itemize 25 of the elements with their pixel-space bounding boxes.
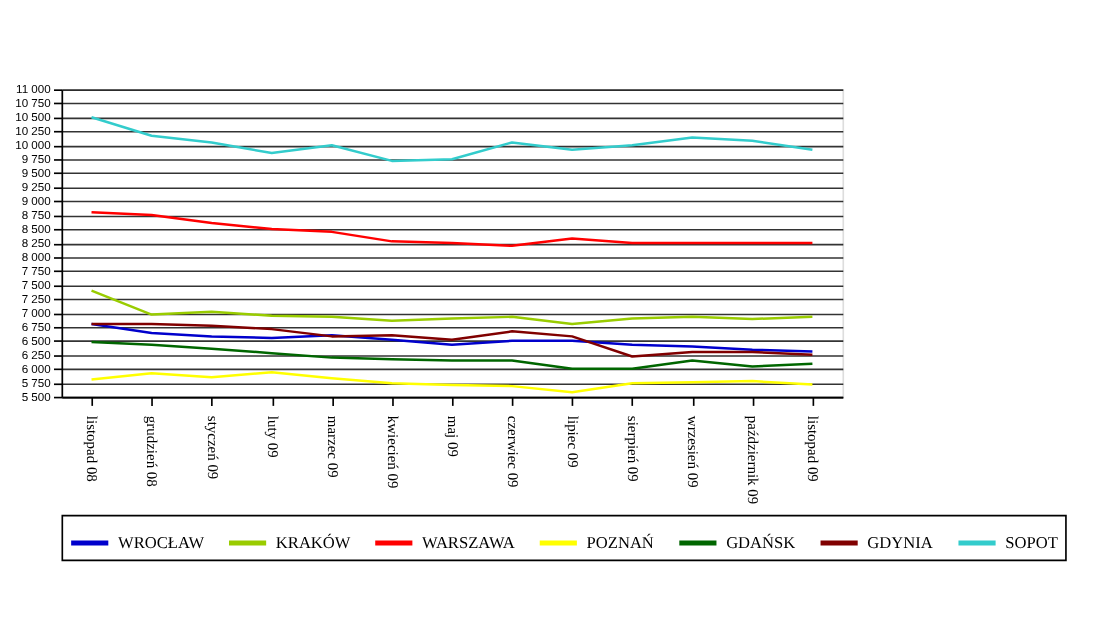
legend-label: KRAKÓW: [275, 531, 351, 552]
line-series: [90, 116, 814, 163]
x-tick-label: luty 09: [263, 415, 282, 459]
x-tick-label: czerwiec 09: [503, 415, 522, 489]
x-tick-label: grudzień 08: [143, 415, 162, 488]
x-tick-label: listopad 09: [804, 415, 823, 483]
x-tick-label: wrzesień 09: [684, 415, 703, 489]
x-tick-label: listopad 08: [83, 415, 102, 483]
legend-label: GDAŃSK: [726, 531, 796, 552]
legend-label: WROCŁAW: [117, 533, 205, 552]
line-series: [90, 340, 814, 371]
x-tick-label: październik 09: [744, 415, 763, 505]
line-series: [90, 289, 814, 326]
line-series: [90, 211, 814, 248]
line-series: [90, 370, 814, 394]
x-tick-label: maj 09: [443, 415, 462, 458]
legend-label: SOPOT: [1005, 533, 1058, 552]
x-tick-label: styczeń 09: [203, 415, 222, 480]
x-tick-label: marzec 09: [323, 415, 342, 479]
legend-label: WARSZAWA: [422, 533, 515, 552]
legend-label: POZNAŃ: [586, 531, 654, 552]
x-tick-label: lipiec 09: [563, 415, 582, 469]
legend-label: GDYNIA: [867, 533, 933, 552]
x-tick-label: kwiecień 09: [383, 415, 402, 489]
x-tick-label: sierpień 09: [624, 415, 643, 483]
